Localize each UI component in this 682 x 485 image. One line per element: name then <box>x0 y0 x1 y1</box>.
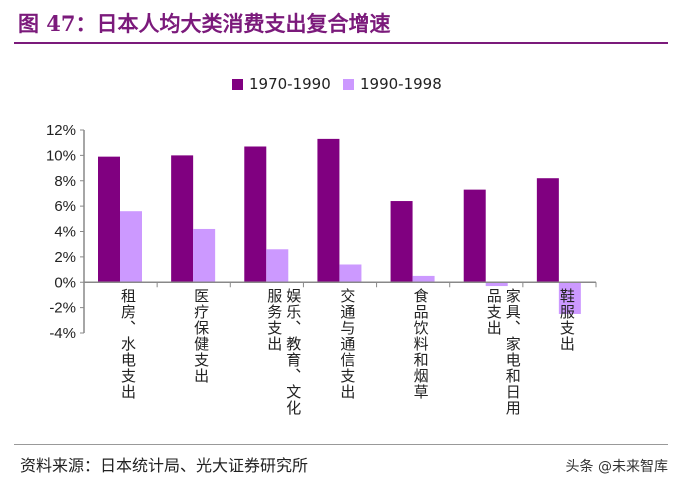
legend-item-1990-1998: 1990-1998 <box>343 75 442 93</box>
legend-swatch <box>343 78 354 90</box>
y-tick-label: -2% <box>49 300 76 317</box>
x-category-label: 家具、家电和日用品支出 <box>484 288 522 416</box>
source-divider <box>14 444 668 445</box>
bar-1990-1998 <box>558 282 581 314</box>
bar-1970-1990 <box>317 138 340 283</box>
x-category-label: 医疗保健支出 <box>192 288 211 384</box>
x-category-label: 食品饮料和烟草 <box>411 288 430 400</box>
y-tick-label: 6% <box>54 198 76 215</box>
legend-label: 1970-1990 <box>249 75 331 93</box>
y-tick-label: 4% <box>54 224 76 241</box>
bar-1990-1998 <box>266 249 289 283</box>
source-note: 资料来源：日本统计局、光大证券研究所 <box>20 456 309 475</box>
x-category-label: 交通与通信支出 <box>338 288 357 400</box>
y-tick-label: 12% <box>46 122 76 139</box>
x-category-label: 鞋服支出 <box>557 288 576 352</box>
bar-1990-1998 <box>120 211 142 283</box>
bar-1970-1990 <box>171 155 194 283</box>
y-tick-label: 2% <box>54 249 76 266</box>
legend-swatch <box>232 78 243 90</box>
bar-1970-1990 <box>536 178 559 283</box>
bar-1970-1990 <box>390 201 413 283</box>
bar-1990-1998 <box>193 228 216 283</box>
watermark: 头条 @未来智库 <box>565 459 668 475</box>
y-tick-label: 8% <box>54 173 76 190</box>
bar-1970-1990 <box>98 156 120 283</box>
x-category-label: 租房、水电支出 <box>119 288 137 400</box>
bar-1970-1990 <box>244 146 267 283</box>
legend-label: 1990-1998 <box>360 75 442 93</box>
title-divider <box>14 42 668 44</box>
y-tick-label: 0% <box>54 274 76 291</box>
figure-title: 图 47：日本人均大类消费支出复合增速 <box>18 11 391 36</box>
bar-1970-1990 <box>463 189 486 283</box>
legend-item-1970-1990: 1970-1990 <box>232 75 331 93</box>
y-tick-label: 10% <box>46 147 76 164</box>
y-tick-label: -4% <box>49 325 76 342</box>
x-category-label: 娱乐、教育、文化服务支出 <box>265 288 303 416</box>
bar-1990-1998 <box>412 275 435 283</box>
bar-1990-1998 <box>485 282 508 287</box>
bar-1990-1998 <box>339 264 362 283</box>
